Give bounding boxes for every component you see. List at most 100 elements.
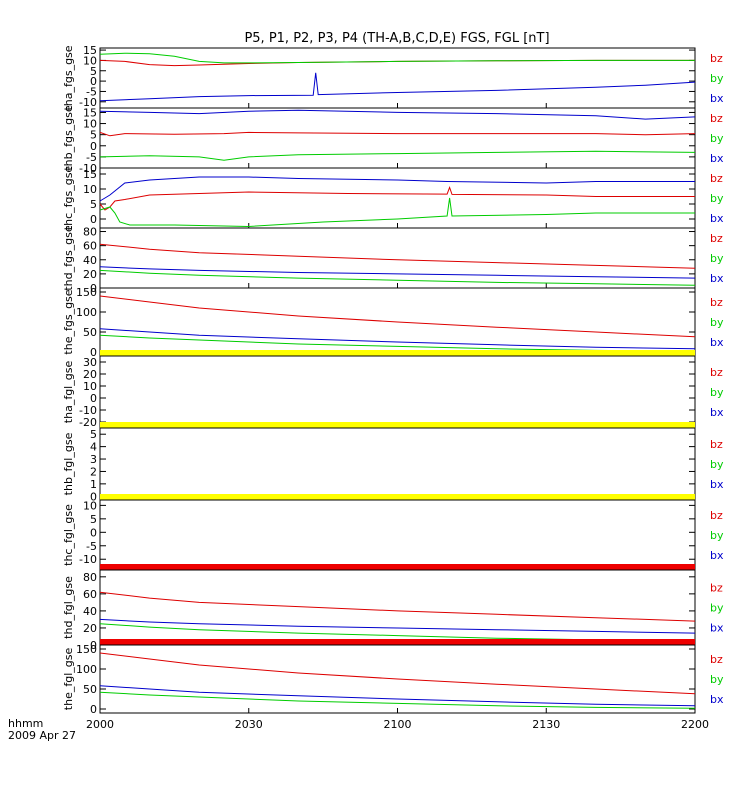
series-bz	[99, 186, 695, 211]
y-tick-label: 5	[90, 65, 97, 78]
legend-bz: bz	[710, 509, 723, 522]
y-axis-label: thb_fgs_gse	[62, 105, 75, 171]
y-tick-label: 4	[90, 441, 97, 454]
y-axis-label: the_fgs_gse	[62, 289, 75, 354]
series-bx	[99, 72, 696, 102]
legend-by: by	[710, 673, 724, 686]
legend-bx: bx	[710, 693, 724, 706]
y-tick-label: 80	[83, 571, 97, 584]
legend-by: by	[710, 529, 724, 542]
y-tick-label: 30	[83, 356, 97, 369]
legend-by: by	[710, 386, 724, 399]
y-tick-label: 0	[90, 526, 97, 539]
series-by	[99, 334, 696, 352]
y-tick-label: 40	[83, 254, 97, 267]
y-tick-label: 0	[90, 75, 97, 88]
legend-bz: bz	[710, 438, 723, 451]
y-tick-label: 80	[83, 226, 97, 239]
y-tick-label: 20	[83, 622, 97, 635]
y-tick-label: 5	[90, 428, 97, 441]
series-by	[99, 197, 695, 228]
panel-frame	[99, 107, 696, 169]
chart-title: P5, P1, P2, P3, P4 (TH-A,B,C,D,E) FGS, F…	[244, 31, 549, 46]
status-bar	[100, 564, 695, 570]
y-tick-label: 20	[83, 368, 97, 381]
series-bz	[99, 652, 696, 695]
panel-frame	[99, 499, 696, 571]
legend-bz: bz	[710, 366, 723, 379]
y-tick-label: -10	[79, 162, 97, 175]
x-label-line-2: 2009 Apr 27	[8, 729, 76, 742]
panel-frame	[99, 355, 696, 429]
y-tick-label: 60	[83, 240, 97, 253]
series-by	[99, 691, 696, 709]
series-bx	[99, 685, 696, 707]
y-tick-label: 20	[83, 268, 97, 281]
series-bx	[99, 176, 695, 202]
series-bz	[99, 243, 696, 269]
status-bar	[100, 422, 695, 428]
panel-frame	[99, 47, 696, 109]
legend-bx: bx	[710, 622, 724, 635]
series-bz	[99, 131, 696, 137]
y-tick-label: 100	[76, 663, 97, 676]
y-axis-label: thb_fgl_gse	[62, 432, 75, 495]
y-tick-label: 10	[83, 54, 97, 67]
y-tick-label: -10	[79, 404, 97, 417]
x-tick-label: 2100	[384, 718, 412, 731]
y-tick-label: 0	[90, 639, 97, 652]
series-bx	[99, 618, 696, 634]
legend-bx: bx	[710, 152, 724, 165]
y-tick-label: 3	[90, 453, 97, 466]
y-tick-label: 150	[76, 643, 97, 656]
legend-bx: bx	[710, 549, 724, 562]
legend-by: by	[710, 458, 724, 471]
panel-5: 150 100 50 0 the_fgs_gse bz by bx	[62, 286, 724, 359]
legend-bx: bx	[710, 272, 724, 285]
series-by	[99, 52, 695, 64]
legend-bz: bz	[710, 653, 723, 666]
y-axis-label: thc_fgs_gse	[62, 166, 75, 231]
legend-by: by	[710, 252, 724, 265]
y-tick-label: 0	[90, 490, 97, 503]
y-axis-label: thd_fgl_gse	[62, 576, 75, 639]
x-tick-label: 2030	[235, 718, 263, 731]
legend-by: by	[710, 132, 724, 145]
legend-bx: bx	[710, 212, 724, 225]
legend-bx: bx	[710, 92, 724, 105]
y-tick-label: 60	[83, 588, 97, 601]
legend-by: by	[710, 316, 724, 329]
series-bx	[99, 266, 696, 279]
x-tick-label: 2200	[681, 718, 709, 731]
y-tick-label: 15	[83, 106, 97, 119]
legend-bx: bx	[710, 478, 724, 491]
panel-frame	[99, 569, 696, 646]
y-tick-label: -5	[86, 151, 97, 164]
x-axis: 2000 2030 2100 2130 2200	[86, 718, 709, 731]
y-tick-label: 40	[83, 605, 97, 618]
status-bar	[100, 350, 695, 356]
legend-bz: bz	[710, 52, 723, 65]
y-tick-label: 10	[83, 118, 97, 131]
panel-9: 80 60 40 20 0 thd_fgl_gse bz by bx	[62, 569, 724, 652]
legend-bz: bz	[710, 172, 723, 185]
y-tick-label: 50	[83, 326, 97, 339]
y-tick-label: -10	[79, 96, 97, 109]
panel-frame	[99, 427, 696, 501]
legend-bz: bz	[710, 296, 723, 309]
y-tick-label: 2	[90, 465, 97, 478]
panel-frame	[99, 227, 696, 289]
y-axis-label: thd_fgs_gse	[62, 225, 75, 291]
y-axis-label: thc_fgl_gse	[62, 504, 75, 566]
y-tick-label: 50	[83, 683, 97, 696]
series-bx	[99, 109, 696, 120]
y-tick-label: 100	[76, 306, 97, 319]
y-axis-label: tha_fgs_gse	[62, 45, 75, 110]
y-tick-label: 10	[83, 380, 97, 393]
y-tick-label: 1	[90, 478, 97, 491]
